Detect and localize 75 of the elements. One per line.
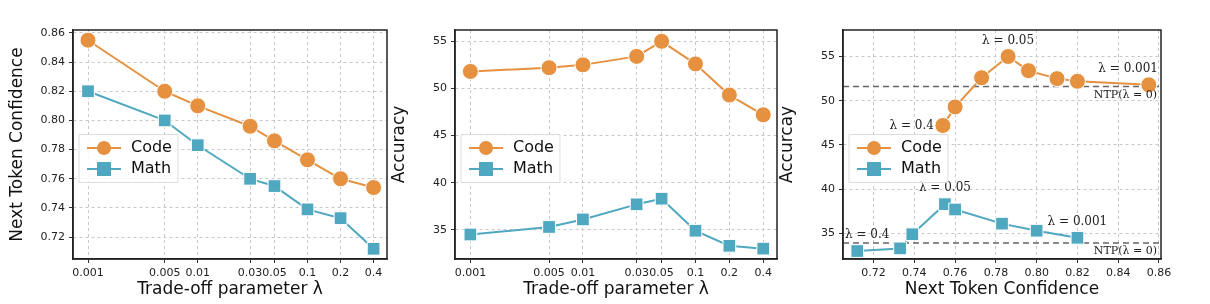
point [1068,72,1086,90]
x-tick-label: 0.76 [942,266,968,280]
x-axis-title: Next Token Confidence [904,278,1100,299]
x-tick-label: 0.78 [983,266,1009,280]
y-tick-label: 0.74 [40,200,65,214]
point [973,69,991,87]
x-tick-label: 0.03 [237,266,263,280]
x-tick-label: 0.01 [570,266,596,280]
x-tick-label: 0.001 [454,266,487,280]
legend-label: Math [901,158,942,178]
x-tick-label: 0.1 [298,266,317,280]
y-tick-label: 35 [821,226,835,240]
y-tick-label: 0.82 [40,84,65,98]
legend-label: Math [131,158,172,178]
legend-label: Code [901,137,942,157]
y-tick-label: 0.86 [40,25,65,39]
point [999,48,1017,66]
x-axis-title: Trade-off parameter λ [522,278,709,299]
point [1029,223,1044,238]
y-tick-label: 55 [821,49,835,63]
x-tick-label: 0.86 [1146,266,1172,280]
point [1048,70,1066,88]
x-tick-label: 0.84 [1105,266,1131,280]
y-axis-title: Next Token Confidence [5,47,26,242]
y-tick-label: 50 [433,81,447,95]
y-tick-label: 0.84 [40,54,65,68]
point [893,241,907,256]
annotation: λ = 0.05 [982,32,1035,47]
y-tick-label: 0.72 [40,229,65,243]
x-tick-label: 0.2 [331,266,350,280]
annotation: NTP(λ = 0) [1093,244,1157,258]
x-tick-label: 0.05 [649,266,674,280]
y-tick-label: 0.78 [40,142,65,156]
y-tick-label: 0.76 [40,171,65,185]
point [1070,230,1085,245]
y-tick-label: 45 [433,128,447,142]
legend-label: Code [513,137,554,157]
x-tick-label: 0.03 [624,266,649,280]
y-tick-label: 45 [821,137,835,151]
y-axis-title: Accuracy [387,105,408,184]
point [934,116,952,134]
x-tick-label: 0.05 [262,266,287,280]
x-tick-label: 0.01 [185,266,210,280]
y-tick-label: 35 [433,222,447,236]
annotation: NTP(λ = 0) [1093,87,1157,101]
point [1020,62,1037,80]
point [946,98,964,116]
point [905,227,920,242]
x-tick-label: 0.4 [754,266,772,280]
annotation: λ = 0.001 [1098,60,1159,75]
x-tick-label: 0.005 [533,266,565,280]
y-axis-title: Accurcay [775,105,796,184]
x-tick-label: 0.72 [861,266,886,280]
annotation: λ = 0.001 [1047,213,1108,228]
x-axis-title: Trade-off parameter λ [136,278,323,299]
annotation: λ = 0.4 [845,227,890,242]
x-tick-label: 0.82 [1065,266,1090,280]
point [995,216,1009,231]
x-tick-label: 0.74 [902,266,927,280]
x-tick-label: 0.80 [1024,266,1049,280]
y-tick-label: 0.80 [40,113,65,127]
y-tick-label: 55 [433,34,447,48]
annotation: λ = 0.4 [889,117,935,132]
y-tick-label: 40 [821,182,835,196]
y-tick-label: 40 [433,175,447,189]
point [948,202,962,217]
x-tick-label: 0.005 [148,266,181,280]
x-tick-label: 0.1 [686,266,705,280]
y-tick-label: 50 [821,93,835,107]
legend-label: Code [131,137,172,157]
point [850,244,865,258]
legend-label: Math [513,158,554,178]
x-tick-label: 0.001 [72,266,104,280]
x-tick-label: 0.2 [720,266,739,280]
x-tick-label: 0.4 [364,266,383,280]
